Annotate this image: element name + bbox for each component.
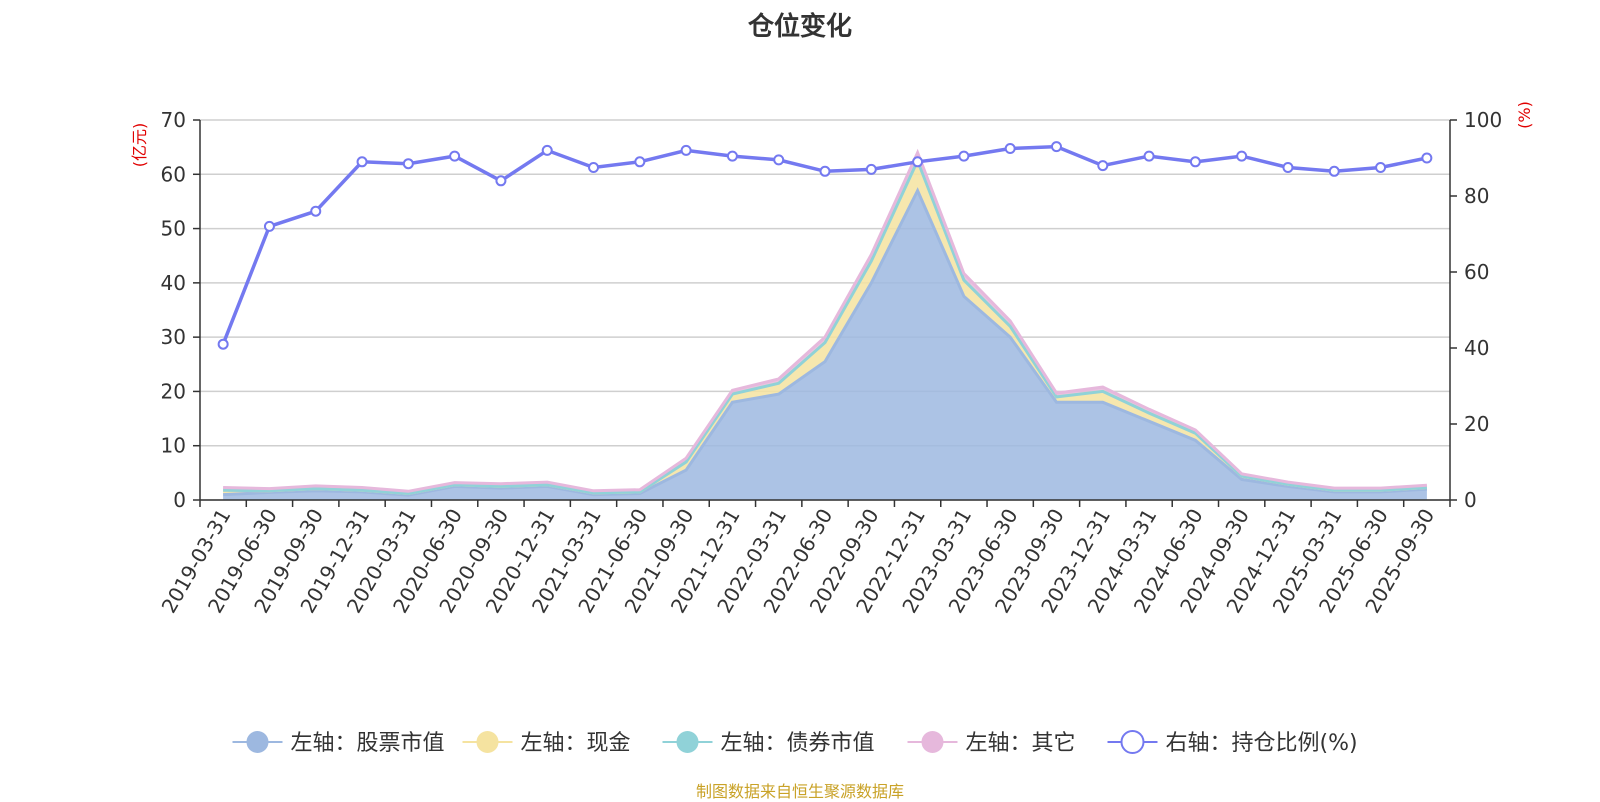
ratio-point — [1421, 152, 1433, 164]
legend-label: 左轴：股票市值 — [291, 731, 445, 756]
right-tick-label: 40 — [1464, 336, 1489, 360]
ratio-point — [819, 165, 831, 177]
right-tick-label: 60 — [1464, 260, 1489, 284]
right-tick-label: 100 — [1464, 108, 1502, 132]
legend-item[interactable]: 左轴：其它 — [907, 731, 1076, 756]
ratio-point — [310, 205, 322, 217]
ratio-point — [588, 162, 600, 173]
ratio-point — [680, 144, 692, 156]
stacked-areas — [223, 148, 1427, 500]
area-edge-3 — [223, 156, 1427, 496]
legend-item[interactable]: 左轴：现金 — [462, 731, 631, 756]
ratio-point — [402, 158, 414, 170]
legend-marker — [1120, 730, 1145, 754]
legend-item[interactable]: 右轴：持仓比例(%) — [1107, 730, 1358, 756]
legend-item[interactable]: 左轴：债券市值 — [662, 731, 875, 756]
ratio-point — [865, 163, 877, 175]
left-tick-label: 20 — [161, 379, 186, 403]
left-tick-label: 60 — [161, 162, 186, 186]
legend-label: 左轴：债券市值 — [721, 731, 875, 756]
ratio-point — [449, 150, 461, 162]
ratio-point — [541, 144, 553, 156]
legend-label: 左轴：现金 — [521, 731, 631, 756]
ratio-line — [217, 141, 1433, 350]
data-source-note: 制图数据来自恒生聚源数据库 — [695, 782, 904, 801]
ratio-point — [495, 175, 507, 187]
right-tick-label: 80 — [1464, 184, 1489, 208]
ratio-point — [356, 156, 368, 168]
ratio-point — [263, 220, 275, 232]
ratio-point — [912, 156, 924, 168]
right-tick-label: 0 — [1464, 488, 1477, 512]
left-tick-label: 10 — [161, 434, 186, 458]
ratio-point — [726, 150, 738, 162]
legend-marker — [921, 731, 944, 753]
area-edge-4 — [223, 148, 1427, 493]
ratio-point — [1097, 160, 1109, 172]
ratio-point — [1050, 141, 1062, 153]
legend-label: 左轴：其它 — [966, 731, 1076, 756]
left-tick-label: 30 — [161, 325, 186, 349]
ratio-point — [1189, 156, 1201, 168]
ratio-point — [773, 154, 785, 166]
ratio-point — [1282, 162, 1294, 173]
right-axis-unit: (%) — [1515, 101, 1534, 129]
right-tick-label: 20 — [1464, 412, 1489, 436]
ratio-point — [1375, 162, 1387, 173]
ratio-point — [217, 338, 229, 350]
ratio-point — [958, 150, 970, 162]
ratio-point — [1004, 143, 1016, 154]
left-tick-label: 0 — [173, 488, 186, 512]
ratio-point — [1143, 150, 1155, 162]
left-tick-label: 70 — [161, 108, 186, 132]
ratio-point — [1236, 150, 1248, 162]
area-edge-1 — [223, 187, 1427, 497]
ratio-point — [1328, 165, 1340, 177]
area-series-1 — [223, 190, 1427, 500]
legend-label: 右轴：持仓比例(%) — [1166, 731, 1358, 756]
legend-marker — [246, 731, 269, 753]
legend-marker — [676, 731, 699, 753]
legend[interactable]: 左轴：股票市值 左轴：现金 左轴：债券市值 左轴：其它 右轴：持仓比例(%) — [232, 730, 1358, 756]
left-tick-label: 40 — [161, 271, 186, 295]
legend-item[interactable]: 左轴：股票市值 — [232, 731, 445, 756]
left-axis-unit: (亿元) — [130, 123, 149, 168]
ratio-point — [634, 156, 646, 168]
chart-title: 仓位变化 — [747, 12, 852, 42]
left-tick-label: 50 — [161, 217, 186, 241]
legend-marker — [476, 731, 499, 753]
